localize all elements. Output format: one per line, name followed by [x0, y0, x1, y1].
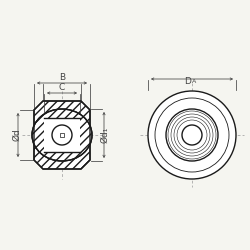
Circle shape — [166, 109, 218, 161]
Text: Ød: Ød — [12, 128, 22, 141]
Text: B: B — [59, 72, 65, 82]
Text: Ød₁: Ød₁ — [100, 127, 110, 143]
Circle shape — [182, 125, 202, 145]
Text: D: D — [184, 77, 191, 86]
Circle shape — [155, 98, 229, 172]
Bar — [44, 118, 80, 152]
Circle shape — [148, 91, 236, 179]
Text: A: A — [192, 79, 196, 84]
Circle shape — [52, 125, 72, 145]
Ellipse shape — [32, 109, 92, 161]
Bar — [60, 133, 64, 137]
Text: C: C — [59, 82, 65, 92]
Polygon shape — [34, 101, 90, 169]
